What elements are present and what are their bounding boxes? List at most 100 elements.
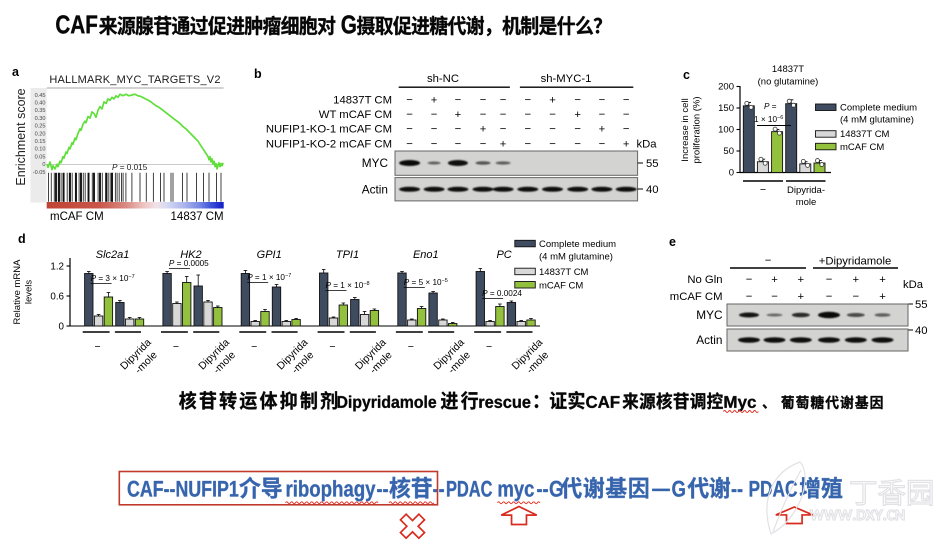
svg-text:−: − [431,124,438,136]
svg-text:Slc2a1: Slc2a1 [96,249,130,261]
svg-text:mCAF CM: mCAF CM [539,281,583,292]
svg-text:0.15: 0.15 [35,139,46,145]
svg-text:0.20: 0.20 [35,131,46,137]
svg-text:+: + [879,274,886,286]
svg-text:P = 3 × 10−7: P = 3 × 10−7 [91,274,135,283]
svg-text:0.6: 0.6 [50,291,64,302]
svg-text:−: − [431,138,438,150]
svg-text:proliferation (%): proliferation (%) [692,96,703,163]
svg-text:kDa: kDa [903,279,924,291]
svg-text:14837T CM: 14837T CM [333,95,392,107]
svg-text:55: 55 [915,299,928,311]
svg-text:+: + [455,109,462,121]
svg-text:−: − [251,341,257,353]
svg-text:+: + [852,274,859,286]
svg-text:PC: PC [496,249,511,261]
svg-text:−: − [524,109,531,121]
svg-text:mCAF CM: mCAF CM [50,211,104,223]
svg-text:−: − [406,124,413,136]
svg-text:NUFIP1-KO-2 mCAF CM: NUFIP1-KO-2 mCAF CM [266,138,392,150]
svg-text:+: + [879,291,886,303]
svg-text:−: − [760,184,766,196]
svg-text:+: + [574,109,581,121]
svg-text:0: 0 [59,321,65,332]
svg-text:sh-NC: sh-NC [427,73,459,85]
svg-text:b: b [254,67,262,81]
svg-text:−: − [574,138,581,150]
svg-text:−: − [408,341,414,353]
svg-text:40: 40 [646,184,659,196]
svg-text:+: + [623,138,630,150]
svg-text:GPI1: GPI1 [257,249,282,261]
svg-text:Complete medium: Complete medium [840,103,917,114]
svg-text:−: − [406,138,413,150]
svg-text:−: − [574,95,581,107]
svg-text:TPI1: TPI1 [336,249,359,261]
svg-text:−: − [765,255,772,267]
svg-text:−: − [455,124,462,136]
svg-text:−: − [431,109,438,121]
svg-text:0.40: 0.40 [35,101,46,107]
svg-text:−: − [486,341,492,353]
svg-text:e: e [669,235,676,249]
svg-text:Increase in cell: Increase in cell [680,98,691,161]
svg-text:Actin: Actin [362,183,388,197]
svg-text:P = 0.015: P = 0.015 [112,163,148,172]
svg-text:55: 55 [646,158,659,170]
svg-text:150: 150 [718,103,734,114]
svg-text:P =: P = [764,102,777,111]
svg-text:14837T: 14837T [772,64,804,75]
svg-text:Enrichment score: Enrichment score [14,88,28,185]
svg-text:c: c [683,68,690,82]
svg-text:HK2: HK2 [180,249,201,261]
svg-text:−: − [480,109,487,121]
svg-text:0.35: 0.35 [35,108,46,114]
svg-text:−: − [524,124,531,136]
svg-text:Complete medium: Complete medium [539,239,616,250]
svg-text:(4 mM glutamine): (4 mM glutamine) [840,115,914,126]
svg-text:P = 1 × 10−8: P = 1 × 10−8 [326,281,370,290]
svg-text:0.10: 0.10 [35,147,46,153]
svg-text:−: − [455,138,462,150]
svg-text:−: − [480,95,487,107]
svg-text:0.05: 0.05 [35,154,46,160]
svg-text:−: − [524,95,531,107]
svg-text:−: − [746,291,753,303]
svg-text:Actin: Actin [696,333,722,347]
svg-text:+: + [771,274,778,286]
svg-text:-0.05: -0.05 [33,170,46,176]
svg-text:−: − [599,138,606,150]
svg-text:0.25: 0.25 [35,124,46,130]
svg-text:d: d [18,232,26,246]
svg-text:−: − [524,138,531,150]
svg-text:0.45: 0.45 [35,93,46,99]
svg-text:+: + [549,95,556,107]
svg-text:−: − [826,291,833,303]
svg-text:−: − [771,291,778,303]
svg-text:MYC: MYC [362,156,389,170]
svg-text:−: − [549,138,556,150]
svg-text:mCAF CM: mCAF CM [670,291,723,303]
svg-text:NUFIP1-KO-1 mCAF CM: NUFIP1-KO-1 mCAF CM [266,124,392,136]
svg-text:+: + [480,124,487,136]
svg-text:mole: mole [796,197,817,208]
svg-text:P = 0.0005: P = 0.0005 [169,259,209,268]
svg-text:−: − [574,124,581,136]
svg-text:−: − [329,341,335,353]
svg-text:−: − [623,124,630,136]
svg-text:1 × 10−6: 1 × 10−6 [754,115,783,124]
svg-text:−: − [500,109,507,121]
svg-text:P = 1 × 10−7: P = 1 × 10−7 [247,273,291,282]
svg-text:WT mCAF CM: WT mCAF CM [319,109,392,121]
svg-text:200: 200 [718,82,734,93]
svg-text:+: + [431,95,438,107]
svg-text:14837 CM: 14837 CM [171,211,224,223]
svg-text:(no glutamine): (no glutamine) [758,77,819,88]
svg-text:Relative mRNA: Relative mRNA [12,259,23,325]
svg-text:kDa: kDa [637,138,658,150]
svg-text:−: − [173,341,179,353]
svg-text:14837T CM: 14837T CM [539,267,589,278]
svg-text:−: − [746,274,753,286]
svg-text:Dipyrida-: Dipyrida- [787,185,825,196]
svg-text:−: − [500,95,507,107]
